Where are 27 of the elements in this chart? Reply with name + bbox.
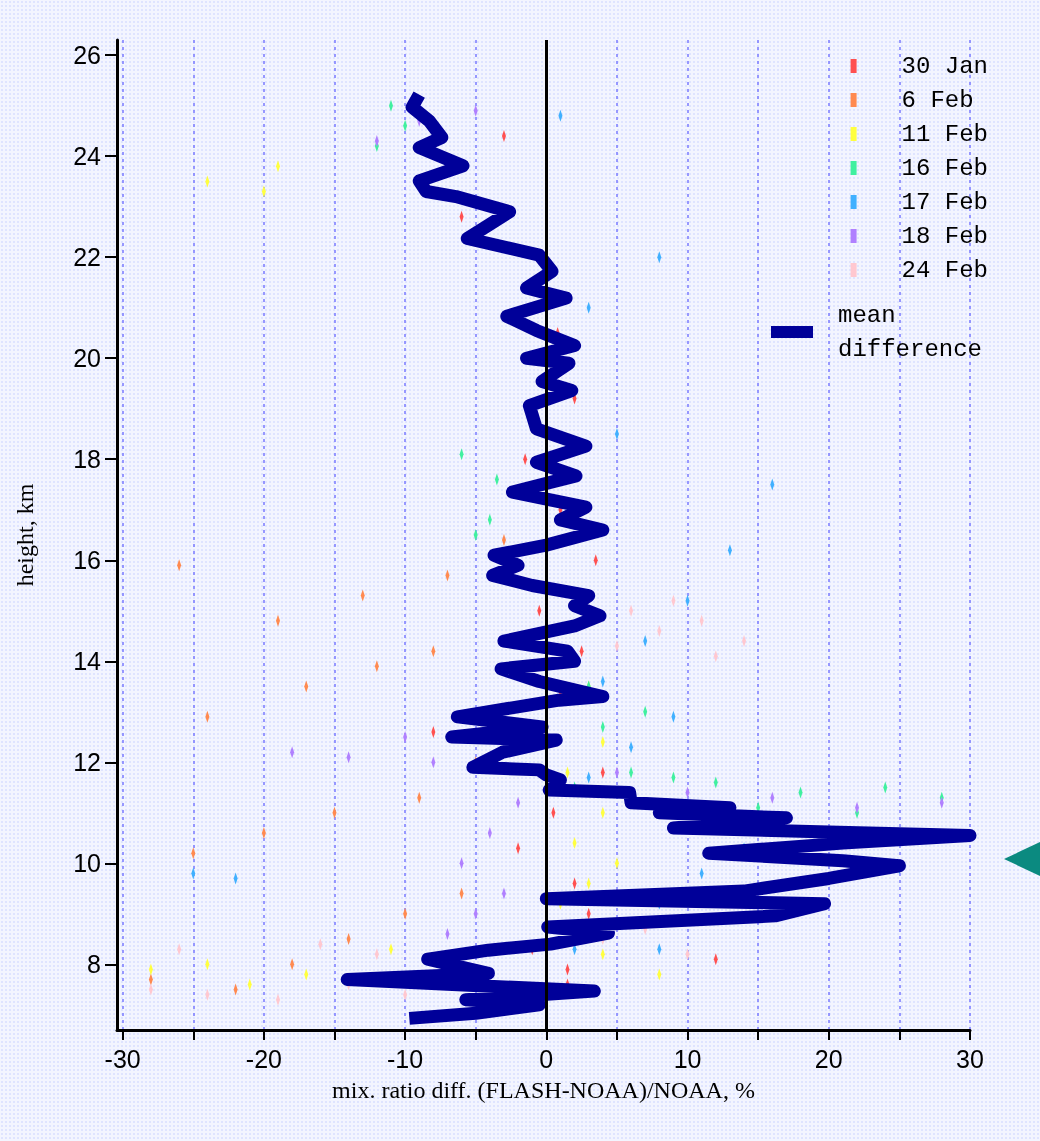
x-tick-label: 30 xyxy=(956,1044,984,1073)
x-tick-label: 20 xyxy=(814,1044,843,1073)
legend-label: 11 Feb xyxy=(901,120,989,148)
y-tick-label: 26 xyxy=(73,41,101,70)
y-tick-label: 12 xyxy=(73,748,101,777)
legend-label: 16 Feb xyxy=(901,154,989,182)
y-tick-label: 20 xyxy=(73,344,101,373)
y-tick-label: 8 xyxy=(87,950,101,979)
y-axis-title: height, km xyxy=(12,483,38,587)
y-tick-label: 10 xyxy=(73,849,101,878)
legend-label: 24 Feb xyxy=(901,256,989,284)
x-tick-label: 10 xyxy=(673,1044,702,1073)
y-tick-label: 24 xyxy=(73,142,102,171)
y-tick-label: 14 xyxy=(73,647,102,676)
y-tick-label: 22 xyxy=(73,243,101,272)
legend-label: 18 Feb xyxy=(901,222,989,250)
y-tick-label: 16 xyxy=(73,546,101,575)
x-tick-label: -30 xyxy=(104,1044,141,1073)
legend-label: 30 Jan xyxy=(901,52,989,80)
legend-label: 6 Feb xyxy=(901,86,974,114)
legend-label: 17 Feb xyxy=(901,188,989,216)
x-tick-label: -20 xyxy=(245,1044,282,1073)
legend-label: mean difference xyxy=(838,301,983,363)
y-tick-label: 18 xyxy=(73,445,101,474)
x-axis-title: mix. ratio diff. (FLASH-NOAA)/NOAA, % xyxy=(332,1077,755,1103)
x-tick-label: -10 xyxy=(387,1044,424,1073)
x-tick-label: 0 xyxy=(539,1044,554,1073)
